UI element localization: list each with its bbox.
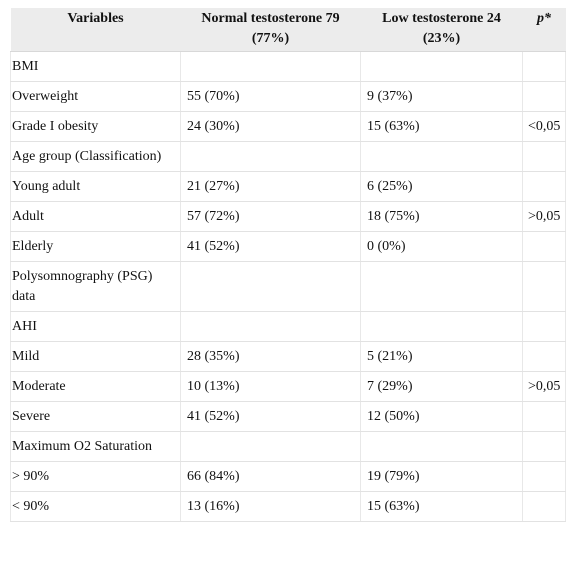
p-value-cell: >0,05 [522,201,566,232]
p-value-cell: >0,05 [522,371,566,402]
variable-cell: Adult [10,201,181,232]
variable-cell: Moderate [10,371,181,402]
table-row: BMI [10,51,566,82]
variable-cell: Severe [10,401,181,432]
normal-value-cell: 10 (13%) [180,371,361,402]
table-row: Overweight 55 (70%) 9 (37%) [10,81,566,112]
table-row: Maximum O2 Saturation [10,431,566,462]
low-value-cell: 15 (63%) [360,111,523,142]
p-value-cell [522,431,566,462]
variable-cell: AHI [10,311,181,342]
table-row: Grade I obesity 24 (30%) 15 (63%) <0,05 [10,111,566,142]
low-value-cell: 18 (75%) [360,201,523,232]
p-value-cell [522,311,566,342]
p-value-cell [522,401,566,432]
low-value-cell [360,51,523,82]
table-row: Severe 41 (52%) 12 (50%) [10,401,566,432]
low-value-cell: 15 (63%) [360,491,523,522]
low-value-cell: 7 (29%) [360,371,523,402]
p-value-cell [522,461,566,492]
p-value-cell [522,51,566,82]
p-value-cell: <0,05 [522,111,566,142]
variable-cell: Polysomnography (PSG) data [10,261,181,312]
normal-value-cell: 55 (70%) [180,81,361,112]
low-value-cell: 5 (21%) [360,341,523,372]
p-value-cell [522,141,566,172]
table-row: Adult 57 (72%) 18 (75%) >0,05 [10,201,566,232]
low-value-cell: 12 (50%) [360,401,523,432]
normal-value-cell: 41 (52%) [180,401,361,432]
header-p-value: p* [522,8,566,52]
variable-cell: Maximum O2 Saturation [10,431,181,462]
variable-cell: < 90% [10,491,181,522]
p-value-cell [522,341,566,372]
normal-value-cell [180,141,361,172]
p-value-cell [522,231,566,262]
variable-cell: > 90% [10,461,181,492]
table-row: Polysomnography (PSG) data [10,261,566,312]
header-variables: Variables [10,8,181,52]
table-row: Young adult 21 (27%) 6 (25%) [10,171,566,202]
variable-cell: Young adult [10,171,181,202]
normal-value-cell: 66 (84%) [180,461,361,492]
table-row: Age group (Classification) [10,141,566,172]
table-body: BMI Overweight 55 (70%) 9 (37%) Grade I obes… [10,51,566,522]
low-value-cell [360,261,523,312]
table-row: > 90% 66 (84%) 19 (79%) [10,461,566,492]
normal-value-cell [180,261,361,312]
low-value-cell [360,431,523,462]
header-normal-testosterone: Normal testosterone 79 (77%) [180,8,361,52]
variable-cell: Elderly [10,231,181,262]
normal-value-cell: 21 (27%) [180,171,361,202]
normal-value-cell: 13 (16%) [180,491,361,522]
variable-cell: Grade I obesity [10,111,181,142]
variable-cell: Overweight [10,81,181,112]
normal-value-cell: 24 (30%) [180,111,361,142]
low-value-cell: 9 (37%) [360,81,523,112]
table-row: < 90% 13 (16%) 15 (63%) [10,491,566,522]
table-row: Mild 28 (35%) 5 (21%) [10,341,566,372]
table-row: Elderly 41 (52%) 0 (0%) [10,231,566,262]
variable-cell: Age group (Classification) [10,141,181,172]
normal-value-cell: 57 (72%) [180,201,361,232]
normal-value-cell [180,431,361,462]
data-table-container: Variables Normal testosterone 79 (77%) L… [10,8,566,522]
p-value-cell [522,171,566,202]
normal-value-cell [180,51,361,82]
p-value-cell [522,261,566,312]
normal-value-cell: 41 (52%) [180,231,361,262]
variable-cell: Mild [10,341,181,372]
low-value-cell: 19 (79%) [360,461,523,492]
low-value-cell [360,311,523,342]
testosterone-comparison-table: Variables Normal testosterone 79 (77%) L… [10,8,566,522]
low-value-cell: 6 (25%) [360,171,523,202]
table-row: Moderate 10 (13%) 7 (29%) >0,05 [10,371,566,402]
low-value-cell: 0 (0%) [360,231,523,262]
p-value-cell [522,491,566,522]
low-value-cell [360,141,523,172]
normal-value-cell [180,311,361,342]
normal-value-cell: 28 (35%) [180,341,361,372]
table-header-row: Variables Normal testosterone 79 (77%) L… [10,8,566,52]
variable-cell: BMI [10,51,181,82]
header-low-testosterone: Low testosterone 24 (23%) [360,8,523,52]
p-value-cell [522,81,566,112]
table-row: AHI [10,311,566,342]
